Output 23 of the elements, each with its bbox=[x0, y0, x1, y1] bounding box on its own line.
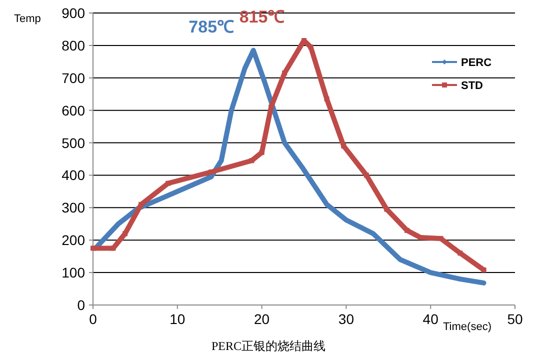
x-tick-label: 40 bbox=[422, 311, 439, 327]
x-axis-title: Time(sec) bbox=[443, 321, 492, 333]
legend-label: PERC bbox=[461, 57, 492, 69]
y-tick-label: 800 bbox=[62, 37, 86, 54]
x-tick-label: 50 bbox=[507, 311, 523, 327]
y-tick-label: 500 bbox=[62, 134, 86, 151]
y-axis-title: Temp bbox=[14, 13, 41, 25]
x-tick-label: 0 bbox=[89, 311, 98, 327]
x-tick-label: 30 bbox=[338, 311, 354, 327]
y-tick-label: 700 bbox=[62, 70, 86, 86]
y-tick-label: 100 bbox=[62, 264, 86, 281]
y-tick-label: 300 bbox=[62, 200, 86, 216]
x-tick-label: 20 bbox=[254, 311, 270, 327]
y-tick-label: 200 bbox=[62, 232, 86, 248]
legend-label: STD bbox=[461, 80, 484, 92]
y-tick-label: 900 bbox=[62, 5, 86, 21]
annotation: 815℃ bbox=[239, 8, 285, 27]
y-tick-label: 600 bbox=[62, 102, 86, 118]
text: PERC正银的烧结曲线 bbox=[211, 339, 326, 353]
y-tick-label: 0 bbox=[77, 297, 86, 313]
x-tick-label: 10 bbox=[170, 311, 186, 327]
y-tick-label: 400 bbox=[62, 167, 86, 184]
annotation: 785℃ bbox=[188, 17, 234, 36]
